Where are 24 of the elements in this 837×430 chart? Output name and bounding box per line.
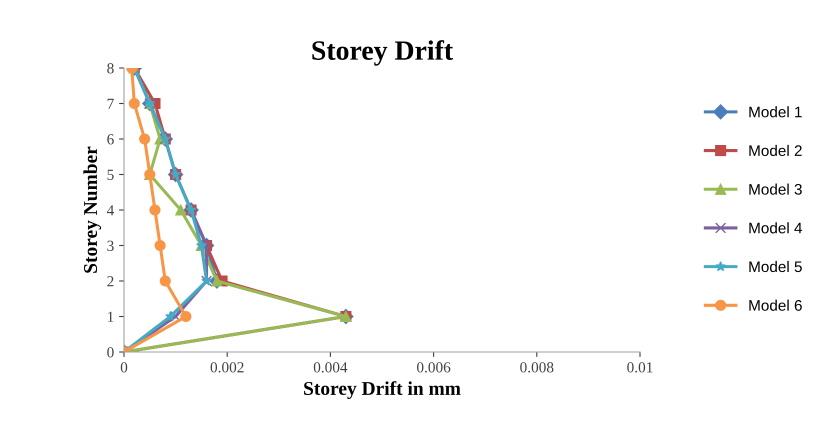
y-tick-label: 5 <box>108 170 114 180</box>
y-tick-label: 6 <box>107 134 114 144</box>
x-axis-title: Storey Drift in mm <box>304 381 461 400</box>
chart-title: Storey Drift <box>312 40 453 66</box>
x-tick-label: 0.004 <box>314 362 348 373</box>
legend-label: Model 2 <box>749 144 802 156</box>
legend-label: Model 5 <box>749 260 802 272</box>
legend-label: Model 3 <box>749 184 802 195</box>
legend-label: Model 4 <box>749 222 802 234</box>
x-tick-label: 0.01 <box>627 362 652 373</box>
y-tick-label: 3 <box>107 240 114 251</box>
y-tick-label: 2 <box>107 276 114 286</box>
y-tick-label: 8 <box>107 63 114 74</box>
y-tick-label: 0 <box>107 347 114 358</box>
y-tick-label: 7 <box>108 98 114 109</box>
x-tick-label: 0.006 <box>416 362 450 373</box>
y-axis-title: Storey Number <box>83 146 102 273</box>
legend-label: Model 1 <box>749 106 802 118</box>
y-tick-label: 1 <box>108 312 114 322</box>
legend-label: Model 6 <box>749 300 802 311</box>
x-tick-label: 0 <box>120 362 128 372</box>
x-tick-label: 0.008 <box>520 362 554 373</box>
x-tick-label: 0.002 <box>210 362 244 373</box>
y-tick-label: 4 <box>106 205 114 216</box>
